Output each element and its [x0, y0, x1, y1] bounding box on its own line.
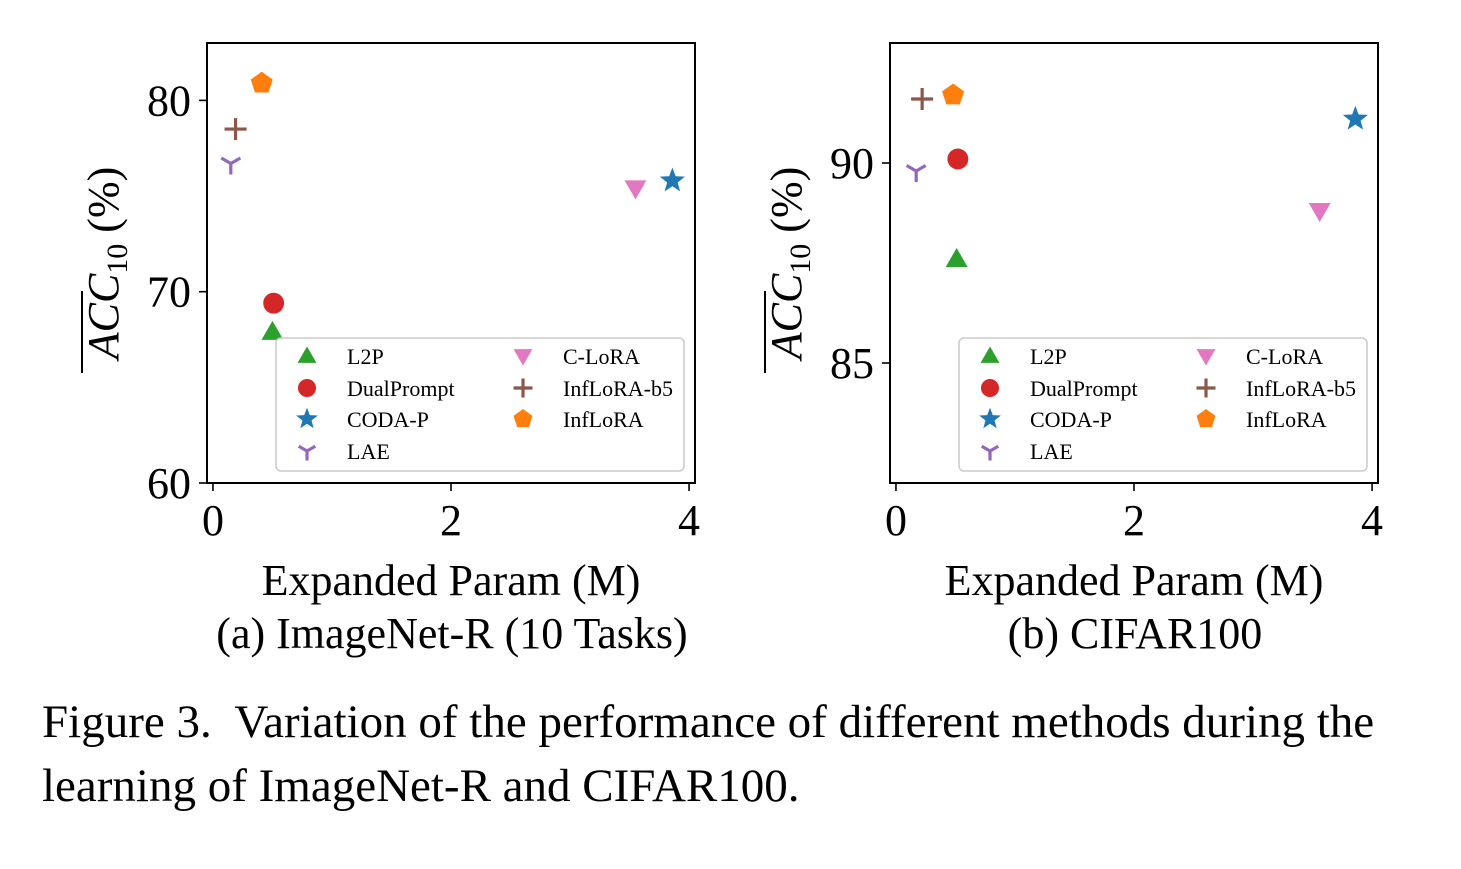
legend-label: DualPrompt	[347, 376, 455, 401]
point-c-lora	[1308, 203, 1331, 222]
legend-box	[958, 337, 1368, 472]
x-tick-label: 2	[440, 496, 462, 545]
legend-label: InfLoRA	[563, 407, 644, 432]
legend-marker-inflora-b5	[513, 378, 533, 398]
legend-marker-coda-p	[979, 407, 1001, 429]
svg-text:ACC10 (%): ACC10 (%)	[762, 167, 817, 363]
y-tick-label: 60	[147, 459, 191, 508]
legend-box	[275, 337, 685, 472]
legend-marker-inflora-b5	[1196, 378, 1216, 398]
x-axis-label: Expanded Param (M)	[945, 556, 1324, 605]
panel-subtitle: (b) CIFAR100	[1008, 609, 1263, 658]
legend-label: C-LoRA	[1246, 344, 1323, 369]
legend-label: InfLoRA-b5	[1246, 376, 1356, 401]
point-dualprompt	[947, 148, 969, 170]
legend-marker-coda-p	[296, 407, 318, 429]
legend-label: InfLoRA-b5	[563, 376, 673, 401]
panel-subtitle: (a) ImageNet-R (10 Tasks)	[216, 609, 687, 658]
y-label-main: ACC	[79, 273, 128, 362]
svg-text:ACC10 (%): ACC10 (%)	[79, 167, 134, 363]
legend-marker-lae	[297, 444, 317, 461]
y-tick-label: 80	[147, 76, 191, 125]
point-coda-p	[1342, 105, 1368, 130]
y-tick-label: 70	[147, 268, 191, 317]
legend-label: CODA-P	[1030, 407, 1112, 432]
point-lae	[905, 164, 927, 182]
y-tick-label: 85	[830, 339, 874, 388]
legend: L2P DualPrompt CODA-P LAE C-LoRA InfLoRA-b5 In…	[275, 337, 685, 472]
caption-text: Variation of the performance of differen…	[42, 696, 1375, 812]
point-inflora	[942, 83, 965, 105]
legend-label: C-LoRA	[563, 344, 640, 369]
x-tick-label: 0	[202, 496, 224, 545]
x-tick-label: 4	[678, 496, 700, 545]
y-axis-label: ACC10 (%)	[762, 167, 817, 373]
point-dualprompt	[263, 292, 285, 314]
point-l2p	[945, 248, 968, 267]
x-tick-label: 0	[885, 496, 907, 545]
legend-label: L2P	[347, 344, 384, 369]
x-axis-label: Expanded Param (M)	[262, 556, 641, 605]
caption-label: Figure 3.	[42, 696, 212, 748]
legend-marker-inflora	[1196, 409, 1216, 428]
y-label-sub: 10	[784, 244, 817, 274]
legend-marker-lae	[980, 444, 1000, 461]
point-coda-p	[659, 167, 685, 192]
legend-label: L2P	[1030, 344, 1067, 369]
point-c-lora	[624, 180, 647, 200]
point-l2p	[261, 320, 284, 340]
legend-label: CODA-P	[347, 407, 429, 432]
point-inflora-b5	[911, 88, 934, 110]
point-lae	[220, 156, 242, 175]
legend-marker-c-lora	[1196, 349, 1216, 366]
legend-label: InfLoRA	[1246, 407, 1327, 432]
figure-caption: Figure 3. Variation of the performance o…	[42, 690, 1432, 818]
legend-marker-inflora	[513, 409, 533, 428]
legend-marker-c-lora	[513, 349, 533, 366]
x-tick-label: 2	[1123, 496, 1145, 545]
y-label-unit: (%)	[79, 167, 128, 244]
legend-label: LAE	[347, 439, 390, 464]
chart-panel-cifar100: 0 2 4 85 90 Expanded Param (M)(b) CIFAR100 ACC…	[762, 42, 1383, 658]
y-tick-label: 90	[830, 139, 874, 188]
legend-label: DualPrompt	[1030, 376, 1138, 401]
legend-marker-l2p	[980, 346, 1000, 363]
legend-marker-dualprompt	[297, 378, 317, 398]
y-label-main: ACC	[762, 273, 811, 362]
y-label-sub: 10	[101, 244, 134, 274]
legend-marker-dualprompt	[980, 378, 1000, 398]
y-label-unit: (%)	[762, 167, 811, 244]
legend-marker-l2p	[297, 346, 317, 363]
point-inflora-b5	[224, 118, 247, 141]
legend-label: LAE	[1030, 439, 1073, 464]
legend: L2P DualPrompt CODA-P LAE C-LoRA InfLoRA-b5 In…	[958, 337, 1368, 472]
x-tick-label: 4	[1361, 496, 1383, 545]
point-inflora	[250, 71, 273, 93]
chart-panel-imagenet-r: 0 2 4 60 70 80 Expanded Param (M)(a) ImageNet-…	[79, 42, 700, 658]
y-axis-label: ACC10 (%)	[79, 167, 134, 373]
